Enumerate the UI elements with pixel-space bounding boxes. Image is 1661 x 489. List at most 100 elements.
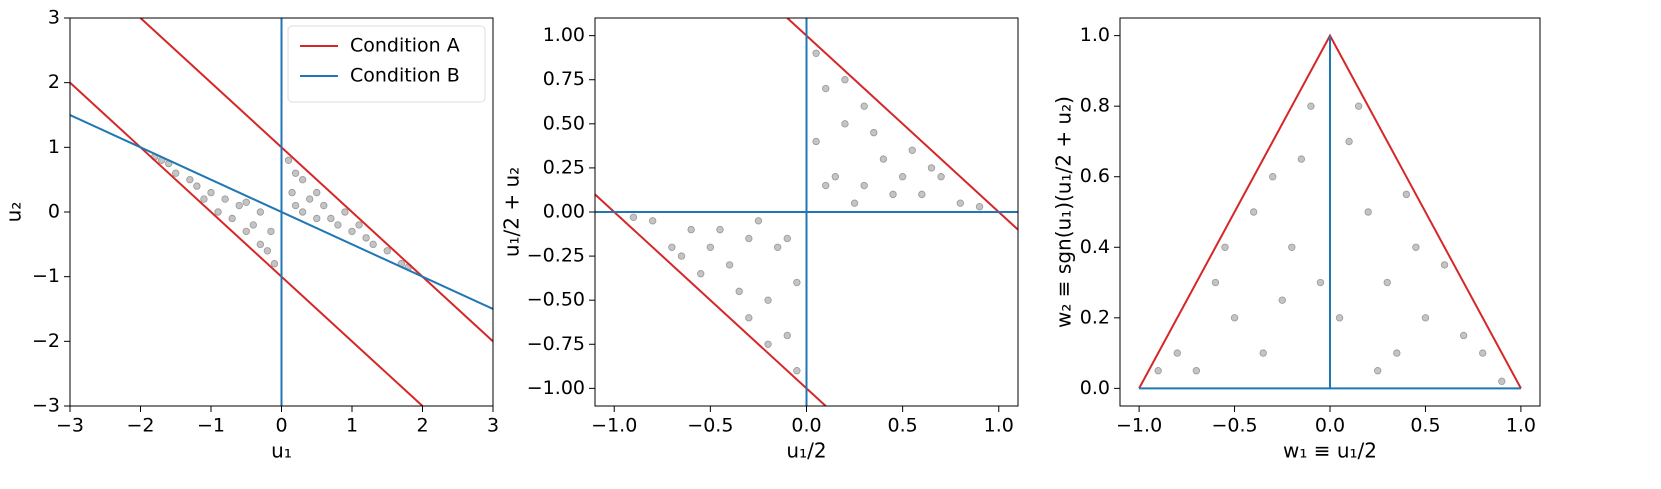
x-tick-label: 3 <box>487 415 499 437</box>
x-axis-label: u₁/2 <box>786 439 826 463</box>
point <box>1211 278 1220 287</box>
legend-label: Condition B <box>350 65 460 87</box>
y-tick-label: 0.8 <box>1080 95 1110 117</box>
x-tick-label: 1.0 <box>984 415 1014 437</box>
point <box>235 201 243 210</box>
y-tick-label: 1 <box>48 136 60 158</box>
point <box>1249 208 1258 216</box>
x-tick-label: 2 <box>416 415 428 437</box>
y-tick-label: 0.25 <box>543 156 585 178</box>
y-tick-label: −3 <box>32 395 60 417</box>
point <box>1269 173 1277 181</box>
point <box>1498 377 1506 386</box>
y-tick-label: 0.2 <box>1080 306 1110 328</box>
point <box>291 201 300 210</box>
point <box>1345 137 1353 146</box>
point <box>860 181 868 190</box>
legend-label: Condition A <box>350 35 460 57</box>
point <box>193 182 201 190</box>
point <box>1459 331 1468 340</box>
x-tick-label: 0.0 <box>791 415 821 437</box>
line <box>70 18 493 406</box>
point <box>1412 243 1420 251</box>
y-tick-label: −0.25 <box>527 245 585 267</box>
x-tick-label: −2 <box>126 415 154 437</box>
point <box>1316 278 1325 287</box>
point <box>1307 102 1315 110</box>
y-tick-label: −1 <box>32 265 60 287</box>
point <box>1192 367 1201 375</box>
point <box>735 287 743 296</box>
point <box>362 234 370 242</box>
point <box>745 314 753 322</box>
point <box>1297 155 1306 163</box>
point <box>298 208 307 216</box>
point <box>341 208 349 216</box>
point <box>263 247 272 255</box>
point <box>291 169 300 177</box>
point <box>629 213 638 221</box>
x-tick-label: −0.5 <box>1211 415 1257 437</box>
x-tick-label: −0.5 <box>687 415 733 437</box>
y-tick-label: 0.4 <box>1080 236 1110 258</box>
point <box>841 76 849 84</box>
point <box>831 173 840 181</box>
point <box>783 234 791 243</box>
point <box>313 214 321 223</box>
point <box>228 214 236 223</box>
point <box>334 221 342 229</box>
point <box>793 367 801 375</box>
point <box>1230 314 1239 322</box>
point <box>298 175 307 184</box>
point <box>687 225 695 234</box>
axes-frame <box>69 17 494 407</box>
points <box>150 153 413 271</box>
point <box>754 217 763 225</box>
y-axis-label: w₂ ≡ sgn(u₁)(u₁/2 + u₂) <box>1052 96 1076 328</box>
point <box>221 195 229 203</box>
point <box>1402 190 1411 199</box>
point <box>1440 261 1449 269</box>
point <box>1259 349 1267 357</box>
line <box>70 18 493 406</box>
line <box>1139 35 1521 390</box>
y-tick-label: 0.50 <box>543 112 585 134</box>
point <box>267 227 275 236</box>
y-tick-label: −1.00 <box>527 377 585 399</box>
point <box>812 49 820 57</box>
point <box>207 188 215 197</box>
point <box>1383 278 1391 287</box>
y-tick-label: 0.75 <box>543 68 585 90</box>
point <box>706 243 715 251</box>
point <box>725 261 734 269</box>
point <box>879 155 888 163</box>
point <box>284 156 293 164</box>
line <box>595 18 1018 406</box>
point <box>822 181 830 190</box>
panel: −1.0 −0.5 0.0 0.5 1.0 0.0 0.2 0.4 0.6 0.8 1.0 w₁ ≡ … <box>1052 17 1541 463</box>
point <box>200 195 208 203</box>
point <box>764 296 772 304</box>
point <box>1393 349 1401 357</box>
point <box>908 146 916 154</box>
y-tick-label: 1.00 <box>543 24 585 46</box>
point <box>1154 367 1162 375</box>
x-tick-label: 1 <box>346 415 358 437</box>
x-axis-label: u₁ <box>271 439 292 463</box>
point <box>975 203 984 211</box>
point <box>1335 314 1344 322</box>
y-tick-label: 3 <box>48 7 60 29</box>
point <box>841 120 849 128</box>
point <box>242 227 250 236</box>
point <box>186 175 194 184</box>
point <box>327 214 335 223</box>
point <box>1364 208 1372 216</box>
point <box>1354 102 1363 110</box>
point <box>355 221 363 229</box>
point <box>214 208 222 216</box>
point <box>668 243 676 251</box>
point <box>889 190 897 199</box>
point <box>369 240 377 249</box>
point <box>783 331 791 340</box>
